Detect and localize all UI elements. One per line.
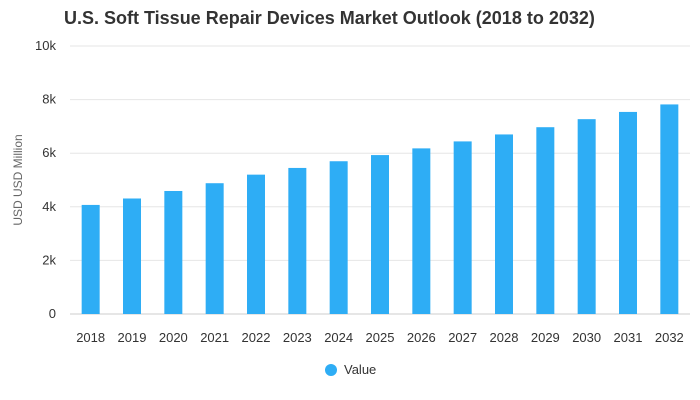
x-tick-label: 2030	[572, 330, 601, 345]
y-tick-label: 2k	[42, 252, 56, 267]
y-axis-ticks: 0 2k 4k 6k 8k 10k	[35, 38, 56, 321]
y-tick-label: 6k	[42, 145, 56, 160]
bar-2029[interactable]	[536, 127, 555, 314]
x-tick-label: 2027	[448, 330, 477, 345]
y-tick-label: 8k	[42, 92, 56, 107]
x-tick-label: 2029	[531, 330, 560, 345]
x-tick-label: 2031	[614, 330, 643, 345]
x-tick-label: 2020	[159, 330, 188, 345]
x-axis-ticks: 2018 2019 2020 2021 2022 2023 2024 2025 2026 2027…	[76, 330, 684, 345]
x-tick-label: 2019	[118, 330, 147, 345]
bar-2019[interactable]	[123, 198, 141, 314]
bars	[81, 104, 679, 314]
bar-2028[interactable]	[495, 134, 513, 314]
bar-2020[interactable]	[164, 190, 183, 314]
x-tick-label: 2023	[283, 330, 312, 345]
x-tick-label: 2032	[655, 330, 684, 345]
bar-2025[interactable]	[371, 155, 389, 314]
y-tick-label: 4k	[42, 199, 56, 214]
x-tick-label: 2021	[200, 330, 229, 345]
chart-title: U.S. Soft Tissue Repair Devices Market O…	[64, 8, 595, 28]
bar-2030[interactable]	[577, 119, 596, 314]
x-tick-label: 2026	[407, 330, 436, 345]
legend[interactable]: Value	[325, 362, 376, 377]
bar-2027[interactable]	[453, 141, 472, 314]
x-tick-label: 2024	[324, 330, 353, 345]
legend-label: Value	[344, 362, 376, 377]
legend-marker	[325, 364, 337, 376]
bar-2018[interactable]	[81, 204, 100, 314]
bar-2026[interactable]	[412, 148, 431, 314]
y-tick-label: 0	[49, 306, 56, 321]
x-tick-label: 2018	[76, 330, 105, 345]
bar-2024[interactable]	[329, 161, 348, 314]
bar-2023[interactable]	[288, 167, 307, 314]
bar-2031[interactable]	[619, 111, 637, 314]
x-tick-label: 2022	[242, 330, 271, 345]
x-tick-label: 2025	[366, 330, 395, 345]
y-tick-label: 10k	[35, 38, 56, 53]
bar-2021[interactable]	[205, 183, 224, 314]
x-tick-label: 2028	[490, 330, 519, 345]
bar-2032[interactable]	[660, 104, 679, 314]
y-axis-label: USD USD Million	[11, 134, 25, 225]
bar-2022[interactable]	[247, 174, 265, 314]
